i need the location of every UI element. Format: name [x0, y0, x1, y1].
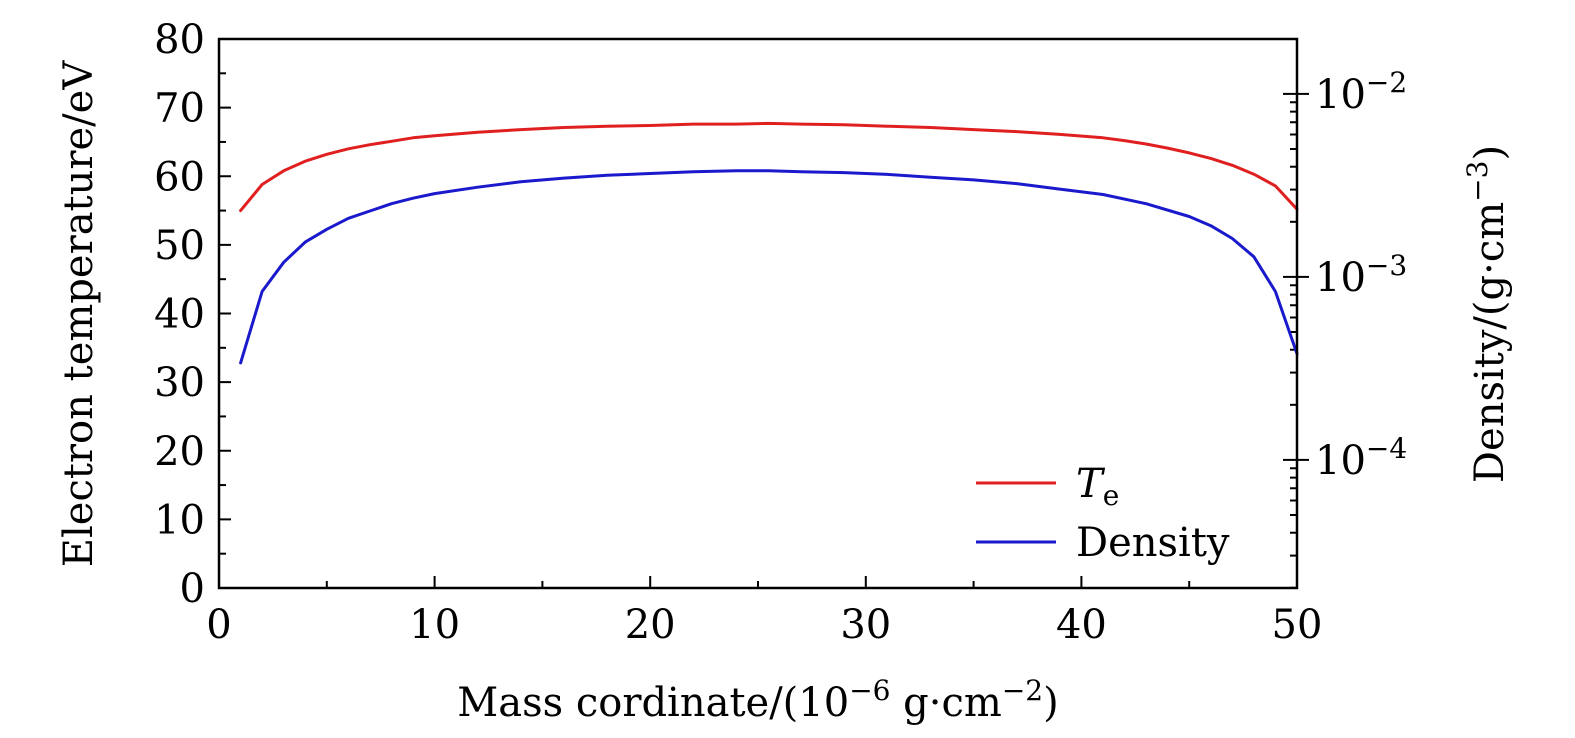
y2-tick-label: 10−4 [1315, 432, 1407, 484]
y-tick-label: 0 [180, 566, 205, 612]
y-tick-label: 10 [154, 497, 205, 543]
x-axis-label: Mass cordinate/(10−6 g·cm−2) [457, 674, 1058, 726]
x-tick-label: 40 [1056, 602, 1107, 648]
y2-tick-label: 10−2 [1315, 66, 1407, 118]
x-tick-label: 30 [840, 602, 891, 648]
y-tick-label: 70 [154, 86, 205, 132]
y2-axis-label: Density/(g·cm−3) [1461, 145, 1513, 483]
te-series-line [239, 121, 1299, 213]
y-tick-label: 40 [154, 292, 205, 338]
legend-te-label: Te [1076, 461, 1119, 512]
y-tick-label: 60 [154, 154, 205, 200]
x-tick-label: 0 [206, 602, 231, 648]
legend-density-label: Density [1076, 520, 1230, 566]
y-tick-label: 50 [154, 223, 205, 269]
y2-tick-label: 10−3 [1315, 249, 1407, 301]
y-axis-label: Electron temperature/eV [56, 60, 102, 568]
density-series-line [239, 169, 1299, 365]
x-tick-label: 10 [409, 602, 460, 648]
series-layer [239, 121, 1299, 365]
y-tick-label: 80 [154, 17, 205, 63]
x-tick-label: 20 [625, 602, 676, 648]
y-tick-label: 30 [154, 360, 205, 406]
y-tick-label: 20 [154, 429, 205, 475]
x-tick-label: 50 [1272, 602, 1323, 648]
legend: Te Density [976, 461, 1230, 566]
axes-layer: 0 10 20 30 40 50 0 10 20 30 40 50 60 70 80 10−2 10−3 10−4 [154, 17, 1407, 648]
plot-frame [217, 37, 1299, 590]
